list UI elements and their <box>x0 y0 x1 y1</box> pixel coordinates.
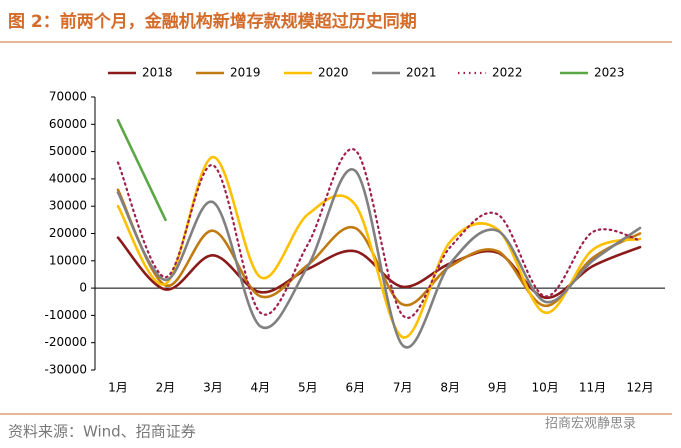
x-tick-label: 10月 <box>531 381 558 395</box>
chart-title: 图 2：前两个月，金融机构新增存款规模超过历史同期 <box>8 11 417 32</box>
x-tick-label: 11月 <box>579 381 606 395</box>
watermark: 招商宏观静思录 <box>545 417 636 432</box>
y-tick-label: -20000 <box>44 335 87 349</box>
y-tick-label: 70000 <box>49 90 87 104</box>
x-tick-label: 2月 <box>156 381 176 395</box>
x-tick-label: 4月 <box>251 381 271 395</box>
source: 资料来源：Wind、招商证券 <box>8 423 196 441</box>
legend-label: 2020 <box>318 66 349 80</box>
legend-label: 2019 <box>230 66 261 80</box>
legend-label: 2022 <box>492 66 523 80</box>
y-tick-label: -30000 <box>44 363 87 377</box>
x-tick-label: 6月 <box>345 381 365 395</box>
series-line <box>116 236 642 299</box>
y-tick-label: -10000 <box>44 308 87 322</box>
x-tick-label: 7月 <box>393 381 413 395</box>
series-line <box>116 188 642 308</box>
x-tick-label: 5月 <box>298 381 318 395</box>
legend-label: 2023 <box>594 66 625 80</box>
legend-label: 2021 <box>406 66 437 80</box>
y-tick-label: 0 <box>79 281 87 295</box>
x-tick-label: 9月 <box>488 381 508 395</box>
y-tick-label: 10000 <box>49 253 87 267</box>
x-tick-label: 12月 <box>626 381 653 395</box>
x-tick-label: 8月 <box>440 381 460 395</box>
x-tick-label: 3月 <box>203 381 223 395</box>
series-line <box>116 168 642 349</box>
y-tick-label: 30000 <box>49 199 87 213</box>
y-tick-label: 20000 <box>49 226 87 240</box>
y-tick-label: 60000 <box>49 117 87 131</box>
y-tick-label: 40000 <box>49 171 87 185</box>
y-tick-label: 50000 <box>49 144 87 158</box>
series-line <box>116 155 642 339</box>
legend-label: 2018 <box>142 66 173 80</box>
series-line <box>116 147 642 319</box>
x-tick-label: 1月 <box>108 381 128 395</box>
series-line <box>116 118 167 222</box>
